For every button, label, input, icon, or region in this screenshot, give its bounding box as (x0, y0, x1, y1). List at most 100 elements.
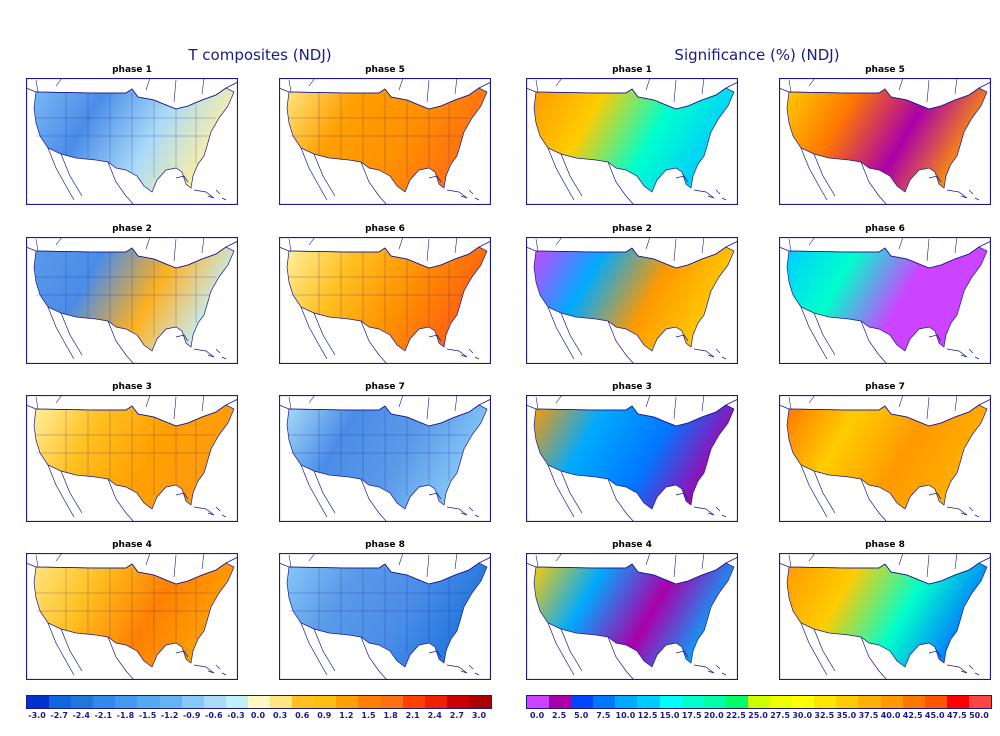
colorbar-swatch (225, 696, 248, 708)
temperature-map-phase-4 (26, 553, 238, 680)
colorbar-swatch (137, 696, 160, 708)
colorbar-swatch (880, 696, 903, 708)
colorbar-tick-label: 0.0 (250, 711, 266, 720)
colorbar-tick-label: 15.0 (659, 711, 680, 720)
colorbar-tick-label: 35.0 (836, 711, 857, 720)
phase-label: phase 5 (365, 65, 405, 75)
colorbar-tick-label: 32.5 (814, 711, 835, 720)
colorbar-tick-label: 12.5 (637, 711, 658, 720)
phase-label: phase 6 (365, 224, 405, 234)
colorbar-tick-label: 17.5 (681, 711, 702, 720)
colorbar-swatch (792, 696, 815, 708)
colorbar-tick-label: -2.4 (72, 711, 90, 720)
colorbar-tick-label: 40.0 (880, 711, 901, 720)
colorbar-tick-label: 1.5 (361, 711, 376, 720)
colorbar-swatch (270, 696, 293, 708)
significance-map-phase-8 (779, 553, 991, 680)
temperature-map-phase-3 (26, 395, 238, 522)
colorbar-tick-label: 20.0 (703, 711, 724, 720)
colorbar-swatch (924, 696, 947, 708)
colorbar-swatch (659, 696, 682, 708)
colorbar-swatch (358, 696, 381, 708)
colorbar-swatch (902, 696, 925, 708)
significance-map-phase-6 (779, 237, 991, 364)
colorbar-tick-label: 2.7 (449, 711, 464, 720)
colorbar-tick-label: 37.5 (858, 711, 879, 720)
significance-colorbar (526, 695, 992, 709)
colorbar-tick-label: 10.0 (615, 711, 636, 720)
colorbar-tick-label: 2.4 (427, 711, 442, 720)
colorbar-swatch (527, 696, 550, 708)
colorbar-swatch (593, 696, 616, 708)
colorbar-tick-label: 47.5 (946, 711, 967, 720)
significance-map-phase-2 (526, 237, 738, 364)
significance-map-phase-5 (779, 78, 991, 205)
phase-label: phase 2 (112, 224, 152, 234)
phase-label: phase 8 (365, 540, 405, 550)
colorbar-swatch (968, 696, 991, 708)
phase-label: phase 1 (612, 65, 652, 75)
colorbar-swatch (424, 696, 447, 708)
colorbar-tick-label: -2.1 (94, 711, 113, 720)
colorbar-tick-label: 2.5 (552, 711, 567, 720)
phase-label: phase 4 (612, 540, 652, 550)
temperature-map-phase-6 (279, 237, 491, 364)
colorbar-swatch (946, 696, 969, 708)
colorbar-tick-label: 3.0 (471, 711, 487, 720)
colorbar-swatch (115, 696, 138, 708)
significance-map-phase-3 (526, 395, 738, 522)
colorbar-swatch (49, 696, 72, 708)
colorbar-tick-label: 42.5 (902, 711, 923, 720)
right-figure-title: Significance (%) (NDJ) (674, 46, 840, 64)
colorbar-tick-label: -3.0 (28, 711, 46, 720)
phase-label: phase 4 (112, 540, 152, 550)
colorbar-swatch (637, 696, 660, 708)
colorbar-tick-label: 0.3 (273, 711, 288, 720)
colorbar-tick-label: 30.0 (792, 711, 813, 720)
colorbar-tick-label: 1.8 (383, 711, 398, 720)
colorbar-swatch (336, 696, 359, 708)
phase-label: phase 7 (865, 382, 905, 392)
colorbar-tick-label: 0.0 (529, 711, 545, 720)
temperature-map-phase-8 (279, 553, 491, 680)
colorbar-swatch (314, 696, 337, 708)
colorbar-tick-label: 7.5 (596, 711, 611, 720)
temperature-map-phase-2 (26, 237, 238, 364)
temperature-map-phase-1 (26, 78, 238, 205)
significance-map-phase-7 (779, 395, 991, 522)
colorbar-swatch (703, 696, 726, 708)
colorbar-swatch (549, 696, 572, 708)
colorbar-swatch (203, 696, 226, 708)
colorbar-swatch (681, 696, 704, 708)
colorbar-tick-label: 0.6 (295, 711, 310, 720)
colorbar-tick-label: -0.6 (205, 711, 223, 720)
colorbar-swatch (27, 696, 50, 708)
colorbar-tick-label: -0.9 (182, 711, 201, 720)
temperature-map-phase-5 (279, 78, 491, 205)
temperature-colorbar (26, 695, 492, 709)
phase-label: phase 2 (612, 224, 652, 234)
colorbar-tick-label: 5.0 (574, 711, 589, 720)
phase-label: phase 8 (865, 540, 905, 550)
colorbar-tick-label: 1.2 (339, 711, 354, 720)
colorbar-tick-label: 50.0 (969, 711, 989, 720)
colorbar-swatch (571, 696, 594, 708)
phase-label: phase 7 (365, 382, 405, 392)
colorbar-swatch (747, 696, 771, 708)
colorbar-swatch (858, 696, 881, 708)
colorbar-tick-label: -2.7 (50, 711, 68, 720)
phase-label: phase 5 (865, 65, 905, 75)
left-figure-title: T composites (NDJ) (188, 46, 332, 64)
colorbar-tick-label: 45.0 (924, 711, 945, 720)
colorbar-tick-label: 27.5 (770, 711, 790, 720)
phase-label: phase 3 (112, 382, 152, 392)
colorbar-swatch (814, 696, 837, 708)
significance-map-phase-4 (526, 553, 738, 680)
colorbar-swatch (446, 696, 469, 708)
colorbar-tick-label: -1.5 (138, 711, 157, 720)
colorbar-tick-label: -1.8 (116, 711, 135, 720)
colorbar-tick-label: 22.5 (726, 711, 746, 720)
colorbar-swatch (725, 696, 748, 708)
colorbar-swatch (380, 696, 403, 708)
colorbar-swatch (181, 696, 204, 708)
